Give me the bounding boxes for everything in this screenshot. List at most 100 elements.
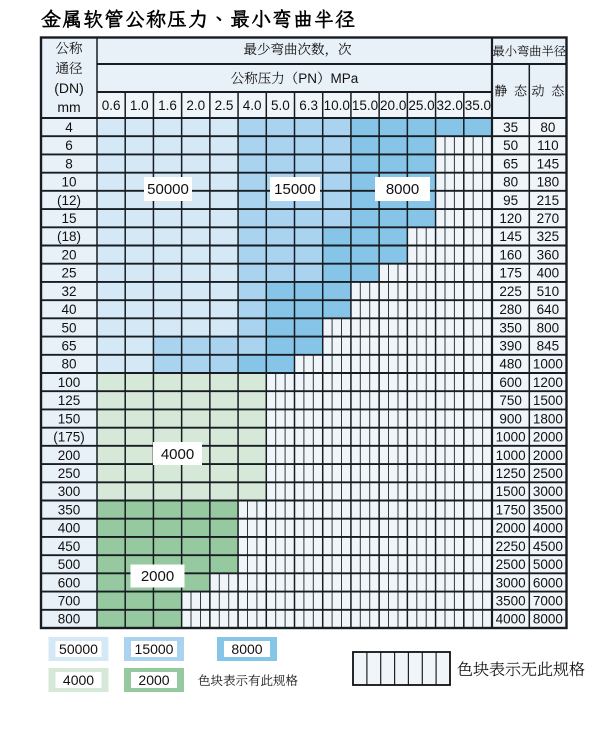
svg-text:4500: 4500 bbox=[533, 539, 563, 554]
svg-text:6: 6 bbox=[65, 138, 73, 153]
svg-text:1500: 1500 bbox=[533, 393, 563, 408]
svg-text:1000: 1000 bbox=[533, 357, 563, 372]
svg-text:1800: 1800 bbox=[533, 411, 563, 426]
svg-text:3000: 3000 bbox=[533, 484, 563, 499]
svg-text:5.0: 5.0 bbox=[271, 98, 290, 113]
svg-text:65: 65 bbox=[61, 339, 76, 354]
svg-text:6000: 6000 bbox=[533, 575, 563, 590]
svg-text:50: 50 bbox=[503, 138, 518, 153]
svg-text:1000: 1000 bbox=[496, 430, 526, 445]
svg-text:500: 500 bbox=[58, 557, 81, 572]
svg-text:1750: 1750 bbox=[496, 502, 526, 517]
svg-text:450: 450 bbox=[58, 539, 81, 554]
svg-text:95: 95 bbox=[503, 193, 518, 208]
svg-text:20: 20 bbox=[61, 247, 76, 262]
svg-text:5000: 5000 bbox=[533, 557, 563, 572]
svg-text:80: 80 bbox=[61, 357, 76, 372]
svg-text:15000: 15000 bbox=[274, 181, 316, 198]
svg-text:25.0: 25.0 bbox=[408, 98, 434, 113]
svg-text:8000: 8000 bbox=[231, 641, 262, 657]
svg-text:2000: 2000 bbox=[533, 430, 563, 445]
svg-text:4000: 4000 bbox=[496, 612, 526, 627]
svg-text:1000: 1000 bbox=[496, 448, 526, 463]
svg-text:50000: 50000 bbox=[59, 641, 98, 657]
svg-text:2.5: 2.5 bbox=[215, 98, 234, 113]
svg-text:40: 40 bbox=[61, 302, 76, 317]
svg-text:800: 800 bbox=[58, 612, 81, 627]
svg-text:6.3: 6.3 bbox=[299, 98, 318, 113]
svg-text:3500: 3500 bbox=[496, 594, 526, 609]
svg-text:2000: 2000 bbox=[138, 672, 169, 688]
svg-text:7000: 7000 bbox=[533, 594, 563, 609]
svg-text:160: 160 bbox=[499, 247, 522, 262]
svg-text:15000: 15000 bbox=[135, 641, 174, 657]
svg-text:125: 125 bbox=[58, 393, 81, 408]
svg-text:200: 200 bbox=[58, 448, 81, 463]
svg-text:390: 390 bbox=[499, 339, 522, 354]
svg-text:100: 100 bbox=[58, 375, 81, 390]
svg-text:300: 300 bbox=[58, 484, 81, 499]
svg-text:(DN): (DN) bbox=[54, 80, 84, 96]
svg-text:80: 80 bbox=[540, 120, 555, 135]
svg-text:3500: 3500 bbox=[533, 502, 563, 517]
svg-text:8000: 8000 bbox=[533, 612, 563, 627]
svg-text:2.0: 2.0 bbox=[186, 98, 205, 113]
svg-text:2000: 2000 bbox=[533, 448, 563, 463]
svg-text:145: 145 bbox=[537, 156, 560, 171]
svg-text:900: 900 bbox=[499, 411, 522, 426]
svg-text:32: 32 bbox=[61, 284, 76, 299]
svg-text:3000: 3000 bbox=[496, 575, 526, 590]
svg-text:50: 50 bbox=[61, 320, 76, 335]
svg-text:35.0: 35.0 bbox=[465, 98, 491, 113]
svg-text:215: 215 bbox=[537, 193, 560, 208]
svg-text:65: 65 bbox=[503, 156, 518, 171]
svg-text:120: 120 bbox=[499, 211, 522, 226]
svg-text:225: 225 bbox=[499, 284, 522, 299]
svg-text:20.0: 20.0 bbox=[380, 98, 406, 113]
svg-text:80: 80 bbox=[503, 175, 518, 190]
svg-text:1.6: 1.6 bbox=[158, 98, 177, 113]
svg-text:(12): (12) bbox=[57, 193, 81, 208]
svg-text:PN: PN bbox=[298, 71, 317, 86]
svg-text:800: 800 bbox=[537, 320, 560, 335]
svg-text:50000: 50000 bbox=[147, 181, 189, 198]
svg-text:(18): (18) bbox=[57, 229, 81, 244]
svg-text:0.6: 0.6 bbox=[102, 98, 121, 113]
svg-text:150: 150 bbox=[58, 411, 81, 426]
svg-text:2000: 2000 bbox=[141, 568, 174, 585]
svg-text:10: 10 bbox=[61, 175, 76, 190]
svg-text:510: 510 bbox=[537, 284, 560, 299]
svg-text:640: 640 bbox=[537, 302, 560, 317]
svg-text:15.0: 15.0 bbox=[352, 98, 378, 113]
svg-text:1250: 1250 bbox=[496, 466, 526, 481]
svg-text:1200: 1200 bbox=[533, 375, 563, 390]
svg-text:350: 350 bbox=[58, 502, 81, 517]
svg-text:480: 480 bbox=[499, 357, 522, 372]
svg-text:25: 25 bbox=[61, 266, 76, 281]
svg-text:4000: 4000 bbox=[161, 446, 194, 463]
svg-text:2000: 2000 bbox=[496, 521, 526, 536]
svg-text:350: 350 bbox=[499, 320, 522, 335]
svg-text:15: 15 bbox=[61, 211, 76, 226]
svg-text:8000: 8000 bbox=[386, 181, 419, 198]
svg-text:250: 250 bbox=[58, 466, 81, 481]
svg-text:145: 145 bbox=[499, 229, 522, 244]
svg-text:8: 8 bbox=[65, 156, 73, 171]
svg-text:750: 750 bbox=[499, 393, 522, 408]
svg-text:600: 600 bbox=[499, 375, 522, 390]
svg-text:360: 360 bbox=[537, 247, 560, 262]
svg-text:400: 400 bbox=[58, 521, 81, 536]
svg-text:325: 325 bbox=[537, 229, 560, 244]
svg-text:4: 4 bbox=[65, 120, 73, 135]
svg-text:4000: 4000 bbox=[533, 521, 563, 536]
svg-text:1500: 1500 bbox=[496, 484, 526, 499]
svg-text:4000: 4000 bbox=[63, 672, 94, 688]
svg-text:4.0: 4.0 bbox=[243, 98, 262, 113]
svg-text:mm: mm bbox=[57, 99, 80, 115]
svg-text:MPa: MPa bbox=[331, 71, 359, 86]
svg-text:175: 175 bbox=[499, 266, 522, 281]
svg-text:2250: 2250 bbox=[496, 539, 526, 554]
svg-text:845: 845 bbox=[537, 339, 560, 354]
svg-text:270: 270 bbox=[537, 211, 560, 226]
svg-text:35: 35 bbox=[503, 120, 518, 135]
